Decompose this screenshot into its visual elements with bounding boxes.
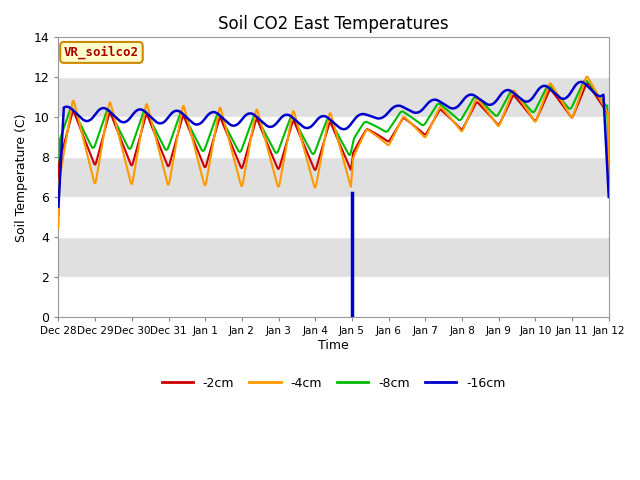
Title: Soil CO2 East Temperatures: Soil CO2 East Temperatures xyxy=(218,15,449,33)
Bar xyxy=(58,37,609,77)
Bar xyxy=(58,117,609,157)
Bar xyxy=(58,277,609,317)
Text: VR_soilco2: VR_soilco2 xyxy=(64,46,139,59)
Y-axis label: Soil Temperature (C): Soil Temperature (C) xyxy=(15,113,28,241)
Bar xyxy=(58,197,609,237)
Bar xyxy=(58,157,609,197)
Legend: -2cm, -4cm, -8cm, -16cm: -2cm, -4cm, -8cm, -16cm xyxy=(157,372,511,395)
Bar xyxy=(58,237,609,277)
Bar xyxy=(58,77,609,117)
X-axis label: Time: Time xyxy=(318,339,349,352)
